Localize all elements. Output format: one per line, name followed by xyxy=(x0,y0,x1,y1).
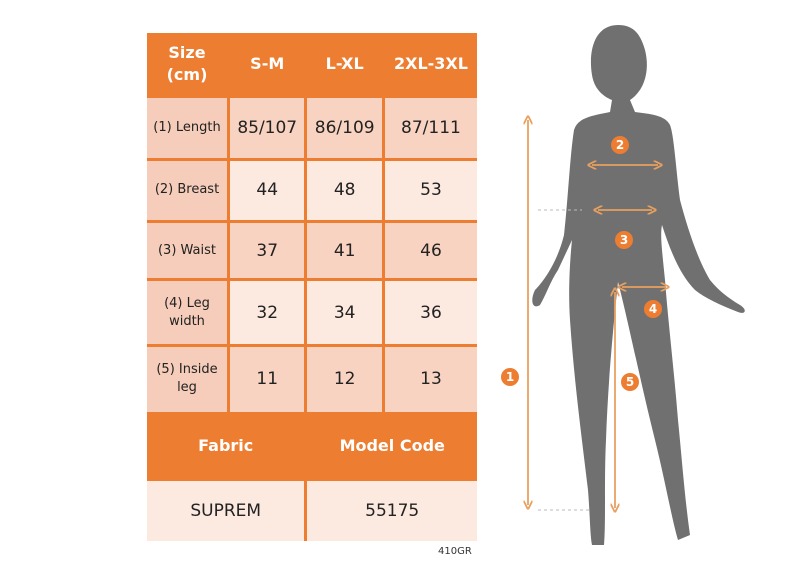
table-row: (5) Inside leg 11 12 13 xyxy=(147,346,477,413)
size-col-2xl: 2XL-3XL xyxy=(384,33,477,96)
svg-text:5: 5 xyxy=(626,375,634,389)
marker-3 xyxy=(615,231,633,249)
size-col-lxl: L-XL xyxy=(307,33,382,96)
table-row: (3) Waist 37 41 46 xyxy=(147,223,477,279)
size-chart-table: Size (cm) S-M L-XL 2XL-3XL (1) Length 85… xyxy=(147,33,477,541)
fabric-header: Fabric xyxy=(147,415,305,478)
table-row: (2) Breast 44 48 53 xyxy=(147,160,477,221)
model-code-value: 55175 xyxy=(307,480,477,541)
marker-1 xyxy=(501,368,519,386)
marker-4 xyxy=(644,300,662,318)
svg-text:3: 3 xyxy=(620,233,628,247)
size-col-sm: S-M xyxy=(230,33,305,96)
svg-text:4: 4 xyxy=(649,302,657,316)
svg-text:2: 2 xyxy=(616,138,624,152)
table-row: (4) Leg width 32 34 36 xyxy=(147,281,477,344)
svg-text:1: 1 xyxy=(506,370,514,384)
size-header: Size (cm) xyxy=(147,33,227,96)
body-silhouette: 1 2 3 4 5 xyxy=(501,25,745,545)
product-code: 410GR xyxy=(438,546,472,557)
marker-2 xyxy=(611,136,629,154)
model-code-header: Model Code xyxy=(307,415,477,478)
marker-5 xyxy=(621,373,639,391)
table-row: (1) Length 85/107 86/109 87/111 xyxy=(147,98,477,158)
fabric-value: SUPREM xyxy=(147,480,305,541)
